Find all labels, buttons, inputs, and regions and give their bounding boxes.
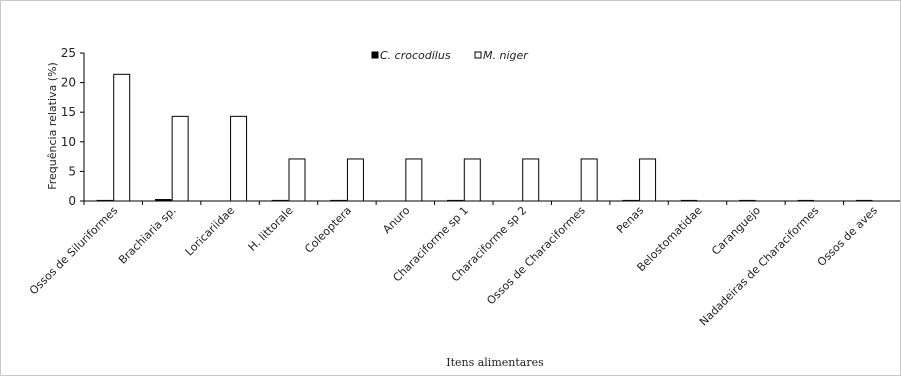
y-tick-label: 20 <box>61 76 76 90</box>
bar-m-niger-ossos-de-siluriformes <box>113 73 131 202</box>
legend: C. crocodilus M. niger <box>371 49 529 62</box>
category-label-belostomatidae: Belostomatidae <box>634 204 704 274</box>
category-label-caranguejo: Caranguejo <box>709 204 763 258</box>
y-tick-label: 5 <box>68 164 76 178</box>
legend-swatch-c-crocodilus <box>371 51 379 59</box>
x-axis-title: Itens alimentares <box>446 356 544 369</box>
bar-m-niger-penas <box>639 158 657 202</box>
category-label-anuro: Anuro <box>380 204 412 236</box>
bar-c-crocodilus-nadadeiras-de-characiformes <box>797 199 815 202</box>
bar-c-crocodilus-penas <box>622 199 639 202</box>
legend-label-m-niger: M. niger <box>483 49 529 62</box>
bar-m-niger-loricariidae <box>230 115 248 202</box>
y-tick-label: 10 <box>61 135 76 149</box>
category-label-brachiaria-sp: Brachiaria sp. <box>116 204 179 267</box>
bars <box>96 73 873 202</box>
bar-m-niger-brachiaria-sp <box>171 115 189 202</box>
category-label-coleoptera: Coleoptera <box>302 204 354 256</box>
bar-c-crocodilus-caranguejo <box>739 199 756 202</box>
y-tick-label: 25 <box>61 46 76 60</box>
bar-m-niger-ossos-de-characiformes <box>580 158 598 202</box>
category-label-nadadeiras-de-characiformes: Nadadeiras de Characiformes <box>697 204 822 329</box>
bar-m-niger-h-littorale <box>288 158 306 202</box>
y-tick-label: 0 <box>68 194 76 208</box>
category-label-ossos-de-characiformes: Ossos de Characiformes <box>484 204 588 308</box>
category-label-ossos-de-siluriformes: Ossos de Siluriformes <box>27 204 121 298</box>
bar-c-crocodilus-ossos-de-siluriformes <box>96 199 113 202</box>
category-label-loricariidae: Loricariidae <box>183 204 238 259</box>
bar-m-niger-characiforme-sp-1 <box>463 158 481 202</box>
bar-m-niger-characiforme-sp-2 <box>522 158 540 202</box>
y-axis-title: Frequência relativa (%) <box>46 62 59 190</box>
plot-area <box>83 53 901 205</box>
category-label-h-littorale: H. littorale <box>246 204 296 254</box>
bar-c-crocodilus-brachiaria-sp <box>154 199 172 202</box>
bar-c-crocodilus-characiforme-sp-1 <box>447 199 464 202</box>
bar-m-niger-anuro <box>405 158 423 202</box>
y-tick-label: 15 <box>61 105 76 119</box>
bar-c-crocodilus-h-littorale <box>271 199 289 202</box>
category-label-penas: Penas <box>614 204 646 236</box>
category-label-ossos-de-aves: Ossos de aves <box>815 204 880 269</box>
y-tick-labels: 0 5 10 15 20 25 <box>61 46 84 208</box>
bar-c-crocodilus-belostomatidae <box>680 199 698 202</box>
legend-swatch-m-niger <box>474 51 482 59</box>
legend-label-c-crocodilus: C. crocodilus <box>380 49 451 62</box>
bar-m-niger-coleoptera <box>346 158 364 202</box>
bar-c-crocodilus-ossos-de-aves <box>856 199 873 202</box>
bar-c-crocodilus-coleoptera <box>330 199 347 202</box>
